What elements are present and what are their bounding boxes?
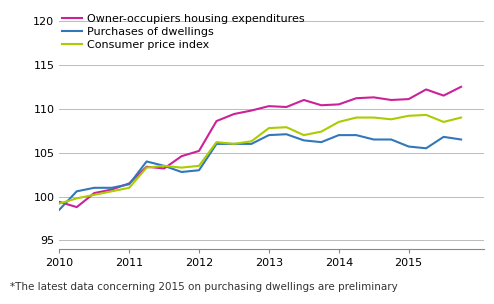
Owner-occupiers housing expenditures bbox=[371, 95, 377, 99]
Text: *The latest data concerning 2015 on purchasing dwellings are preliminary: *The latest data concerning 2015 on purc… bbox=[10, 282, 398, 292]
Consumer price index bbox=[336, 120, 342, 124]
Purchases of dwellings bbox=[318, 140, 324, 144]
Purchases of dwellings bbox=[406, 145, 412, 148]
Consumer price index bbox=[458, 116, 464, 119]
Consumer price index bbox=[266, 126, 272, 130]
Purchases of dwellings bbox=[91, 186, 97, 190]
Purchases of dwellings bbox=[388, 138, 394, 141]
Consumer price index bbox=[301, 133, 307, 137]
Consumer price index bbox=[284, 125, 289, 129]
Line: Owner-occupiers housing expenditures: Owner-occupiers housing expenditures bbox=[59, 87, 461, 207]
Purchases of dwellings bbox=[441, 135, 447, 139]
Consumer price index bbox=[179, 166, 185, 169]
Purchases of dwellings bbox=[74, 189, 80, 193]
Consumer price index bbox=[318, 130, 324, 133]
Consumer price index bbox=[423, 113, 429, 117]
Owner-occupiers housing expenditures bbox=[144, 165, 150, 168]
Purchases of dwellings bbox=[144, 160, 150, 163]
Owner-occupiers housing expenditures bbox=[161, 167, 167, 170]
Consumer price index bbox=[126, 186, 132, 190]
Owner-occupiers housing expenditures bbox=[213, 119, 219, 123]
Owner-occupiers housing expenditures bbox=[458, 85, 464, 89]
Owner-occupiers housing expenditures bbox=[126, 181, 132, 185]
Owner-occupiers housing expenditures bbox=[301, 98, 307, 102]
Consumer price index bbox=[441, 120, 447, 124]
Consumer price index bbox=[406, 114, 412, 118]
Purchases of dwellings bbox=[266, 133, 272, 137]
Line: Consumer price index: Consumer price index bbox=[59, 115, 461, 204]
Owner-occupiers housing expenditures bbox=[441, 94, 447, 97]
Purchases of dwellings bbox=[56, 208, 62, 212]
Consumer price index bbox=[196, 164, 202, 168]
Owner-occupiers housing expenditures bbox=[423, 88, 429, 91]
Owner-occupiers housing expenditures bbox=[266, 104, 272, 108]
Consumer price index bbox=[371, 116, 377, 119]
Purchases of dwellings bbox=[126, 182, 132, 186]
Purchases of dwellings bbox=[196, 168, 202, 172]
Consumer price index bbox=[91, 193, 97, 197]
Consumer price index bbox=[353, 116, 359, 119]
Consumer price index bbox=[248, 140, 254, 143]
Owner-occupiers housing expenditures bbox=[284, 105, 289, 109]
Legend: Owner-occupiers housing expenditures, Purchases of dwellings, Consumer price ind: Owner-occupiers housing expenditures, Pu… bbox=[61, 14, 305, 50]
Consumer price index bbox=[74, 196, 80, 200]
Purchases of dwellings bbox=[248, 142, 254, 146]
Purchases of dwellings bbox=[423, 147, 429, 150]
Owner-occupiers housing expenditures bbox=[388, 98, 394, 102]
Owner-occupiers housing expenditures bbox=[231, 112, 237, 116]
Consumer price index bbox=[109, 189, 115, 193]
Purchases of dwellings bbox=[301, 139, 307, 142]
Consumer price index bbox=[231, 142, 237, 146]
Owner-occupiers housing expenditures bbox=[179, 154, 185, 158]
Consumer price index bbox=[388, 117, 394, 121]
Consumer price index bbox=[213, 140, 219, 144]
Purchases of dwellings bbox=[109, 186, 115, 190]
Consumer price index bbox=[56, 202, 62, 206]
Purchases of dwellings bbox=[371, 138, 377, 141]
Owner-occupiers housing expenditures bbox=[336, 102, 342, 106]
Owner-occupiers housing expenditures bbox=[318, 103, 324, 107]
Purchases of dwellings bbox=[336, 133, 342, 137]
Line: Purchases of dwellings: Purchases of dwellings bbox=[59, 134, 461, 210]
Owner-occupiers housing expenditures bbox=[353, 96, 359, 100]
Purchases of dwellings bbox=[213, 142, 219, 146]
Purchases of dwellings bbox=[179, 170, 185, 174]
Consumer price index bbox=[161, 164, 167, 168]
Purchases of dwellings bbox=[284, 133, 289, 136]
Purchases of dwellings bbox=[353, 133, 359, 137]
Owner-occupiers housing expenditures bbox=[109, 188, 115, 192]
Purchases of dwellings bbox=[161, 164, 167, 168]
Owner-occupiers housing expenditures bbox=[196, 149, 202, 153]
Owner-occupiers housing expenditures bbox=[406, 97, 412, 101]
Owner-occupiers housing expenditures bbox=[56, 200, 62, 204]
Owner-occupiers housing expenditures bbox=[91, 191, 97, 195]
Owner-occupiers housing expenditures bbox=[74, 205, 80, 209]
Consumer price index bbox=[144, 166, 150, 169]
Purchases of dwellings bbox=[231, 142, 237, 146]
Owner-occupiers housing expenditures bbox=[248, 109, 254, 112]
Purchases of dwellings bbox=[458, 138, 464, 141]
